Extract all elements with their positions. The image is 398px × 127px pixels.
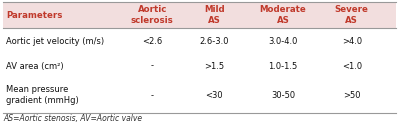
- Bar: [3, 78, 396, 113]
- Text: 30-50: 30-50: [271, 91, 295, 100]
- Text: 3.0-4.0: 3.0-4.0: [268, 37, 298, 46]
- Text: Aortic
sclerosis: Aortic sclerosis: [131, 5, 174, 25]
- Text: <2.6: <2.6: [142, 37, 162, 46]
- Text: <30: <30: [205, 91, 223, 100]
- Text: Moderate
AS: Moderate AS: [259, 5, 306, 25]
- Text: -: -: [151, 91, 154, 100]
- Text: Severe
AS: Severe AS: [335, 5, 369, 25]
- Text: AS=Aortic stenosis, AV=Aortic valve: AS=Aortic stenosis, AV=Aortic valve: [3, 114, 142, 123]
- Text: Aortic jet velocity (m/s): Aortic jet velocity (m/s): [6, 37, 104, 46]
- Bar: [3, 28, 396, 54]
- Text: >50: >50: [343, 91, 361, 100]
- Text: Mild
AS: Mild AS: [204, 5, 224, 25]
- Text: Mean pressure
gradient (mmHg): Mean pressure gradient (mmHg): [6, 85, 79, 105]
- Text: >4.0: >4.0: [342, 37, 362, 46]
- Text: AV area (cm²): AV area (cm²): [6, 62, 64, 71]
- Bar: [3, 2, 396, 28]
- Text: Parameters: Parameters: [6, 11, 62, 20]
- Text: 2.6-3.0: 2.6-3.0: [199, 37, 229, 46]
- Text: -: -: [151, 62, 154, 71]
- Text: >1.5: >1.5: [204, 62, 224, 71]
- Text: 1.0-1.5: 1.0-1.5: [268, 62, 298, 71]
- Bar: [3, 54, 396, 78]
- Text: <1.0: <1.0: [342, 62, 362, 71]
